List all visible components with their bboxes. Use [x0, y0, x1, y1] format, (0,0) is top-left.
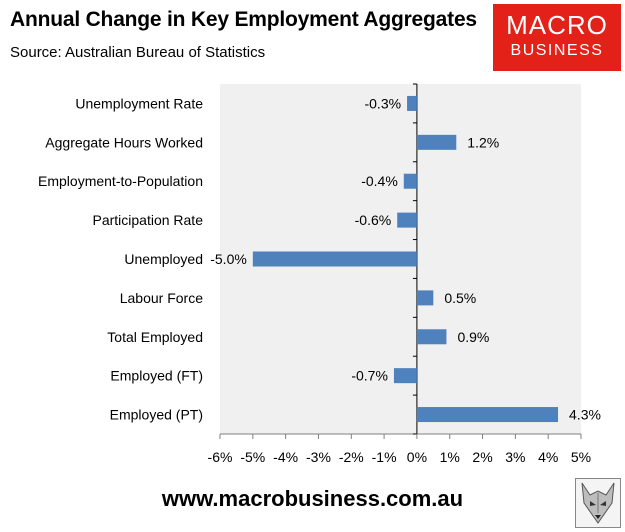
category-label: Employed (FT): [110, 368, 203, 384]
fox-icon: [575, 478, 621, 528]
x-tick-label: -3%: [306, 449, 331, 465]
category-label: Employed (PT): [110, 407, 203, 423]
bar-chart: -6% -5% -4% -3% -2% -1% 0% 1% 2% 3% 4% 5% Unemployme…: [38, 83, 601, 465]
data-label: -5.0%: [210, 251, 247, 267]
category-label: Employment-to-Population: [38, 173, 203, 189]
chart-subtitle: Source: Australian Bureau of Statistics: [10, 44, 266, 61]
data-label: 1.2%: [467, 134, 499, 150]
data-label: -0.6%: [355, 212, 392, 228]
category-label: Unemployment Rate: [75, 95, 203, 111]
x-tick-label: -5%: [240, 449, 265, 465]
data-label: 0.9%: [457, 329, 489, 345]
logo-line-2: BUSINESS: [510, 42, 604, 59]
bar: [403, 173, 417, 189]
data-label: 4.3%: [569, 407, 601, 423]
bar: [416, 407, 559, 423]
bar: [252, 251, 417, 267]
bar: [416, 329, 447, 345]
x-tick-label: 0%: [407, 449, 427, 465]
x-tick-label: -1%: [372, 449, 397, 465]
x-tick-label: 2%: [472, 449, 492, 465]
x-tick-label: 5%: [571, 449, 591, 465]
data-label: 0.5%: [444, 290, 476, 306]
category-label: Labour Force: [120, 290, 203, 306]
bar: [416, 134, 457, 150]
bar: [397, 212, 417, 228]
macro-business-logo: MACRO BUSINESS: [493, 4, 621, 71]
x-tick-label: -6%: [208, 449, 233, 465]
category-label: Unemployed: [124, 251, 203, 267]
bar: [393, 368, 417, 384]
bar: [416, 290, 434, 306]
category-label: Total Employed: [107, 329, 203, 345]
category-label: Aggregate Hours Worked: [45, 134, 203, 150]
data-label: -0.7%: [351, 368, 388, 384]
x-tick-label: 1%: [440, 449, 460, 465]
x-tick-label: -2%: [339, 449, 364, 465]
logo-line-1: MACRO: [506, 10, 608, 40]
bar: [407, 95, 417, 111]
x-tick-label: 3%: [505, 449, 525, 465]
x-tick-label: 4%: [538, 449, 558, 465]
category-label: Participation Rate: [92, 212, 203, 228]
data-label: -0.4%: [361, 173, 398, 189]
website-url: www.macrobusiness.com.au: [161, 486, 464, 511]
chart-title: Annual Change in Key Employment Aggregat…: [10, 8, 477, 31]
data-label: -0.3%: [364, 95, 401, 111]
x-tick-label: -4%: [273, 449, 298, 465]
